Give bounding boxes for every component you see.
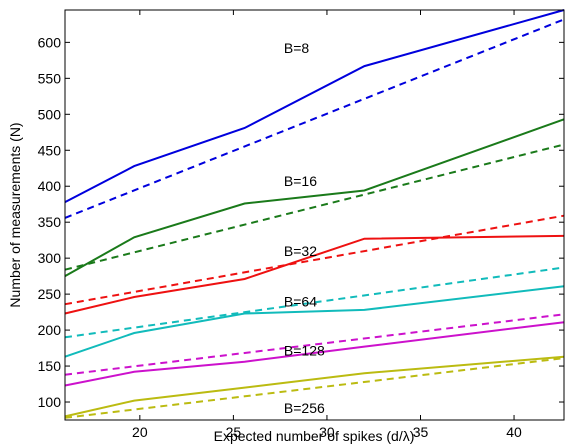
- series-annotation: B=16: [284, 173, 317, 189]
- solid-series-line: [64, 234, 565, 315]
- y-tick-label: 150: [38, 358, 62, 374]
- y-tick-label: 400: [38, 178, 62, 194]
- series-annotation: B=128: [284, 342, 325, 358]
- series-annotation: B=256: [284, 400, 325, 416]
- y-tick-label: 500: [38, 106, 62, 122]
- dashed-series-line: [64, 143, 565, 271]
- series-annotation: B=32: [284, 243, 317, 259]
- x-tick-label: 20: [132, 424, 148, 440]
- dashed-series-line: [64, 18, 565, 219]
- y-tick-label: 600: [38, 34, 62, 50]
- x-tick-label: 35: [413, 424, 429, 440]
- y-tick-label: 250: [38, 286, 62, 302]
- y-axis-title: Number of measurements (N): [7, 122, 23, 307]
- plot-frame: [64, 9, 565, 421]
- x-tick-label: 40: [506, 424, 522, 440]
- solid-series-line: [64, 285, 565, 358]
- dashed-series-line: [64, 214, 565, 306]
- solid-series-line: [64, 355, 565, 418]
- x-tick-label: 25: [226, 424, 242, 440]
- solid-series-line: [64, 118, 565, 277]
- y-tick-label: 450: [38, 142, 62, 158]
- solid-series-line: [64, 9, 565, 203]
- series-annotation: B=8: [284, 40, 310, 56]
- solid-series-line: [64, 321, 565, 387]
- y-tick-label: 300: [38, 250, 62, 266]
- x-axis-title: Expected number of spikes (d/λ): [214, 428, 415, 444]
- y-tick-label: 350: [38, 214, 62, 230]
- y-tick-label: 550: [38, 70, 62, 86]
- y-tick-label: 100: [38, 394, 62, 410]
- y-tick-label: 200: [38, 322, 62, 338]
- series-annotation: B=64: [284, 293, 317, 309]
- x-tick-label: 30: [319, 424, 335, 440]
